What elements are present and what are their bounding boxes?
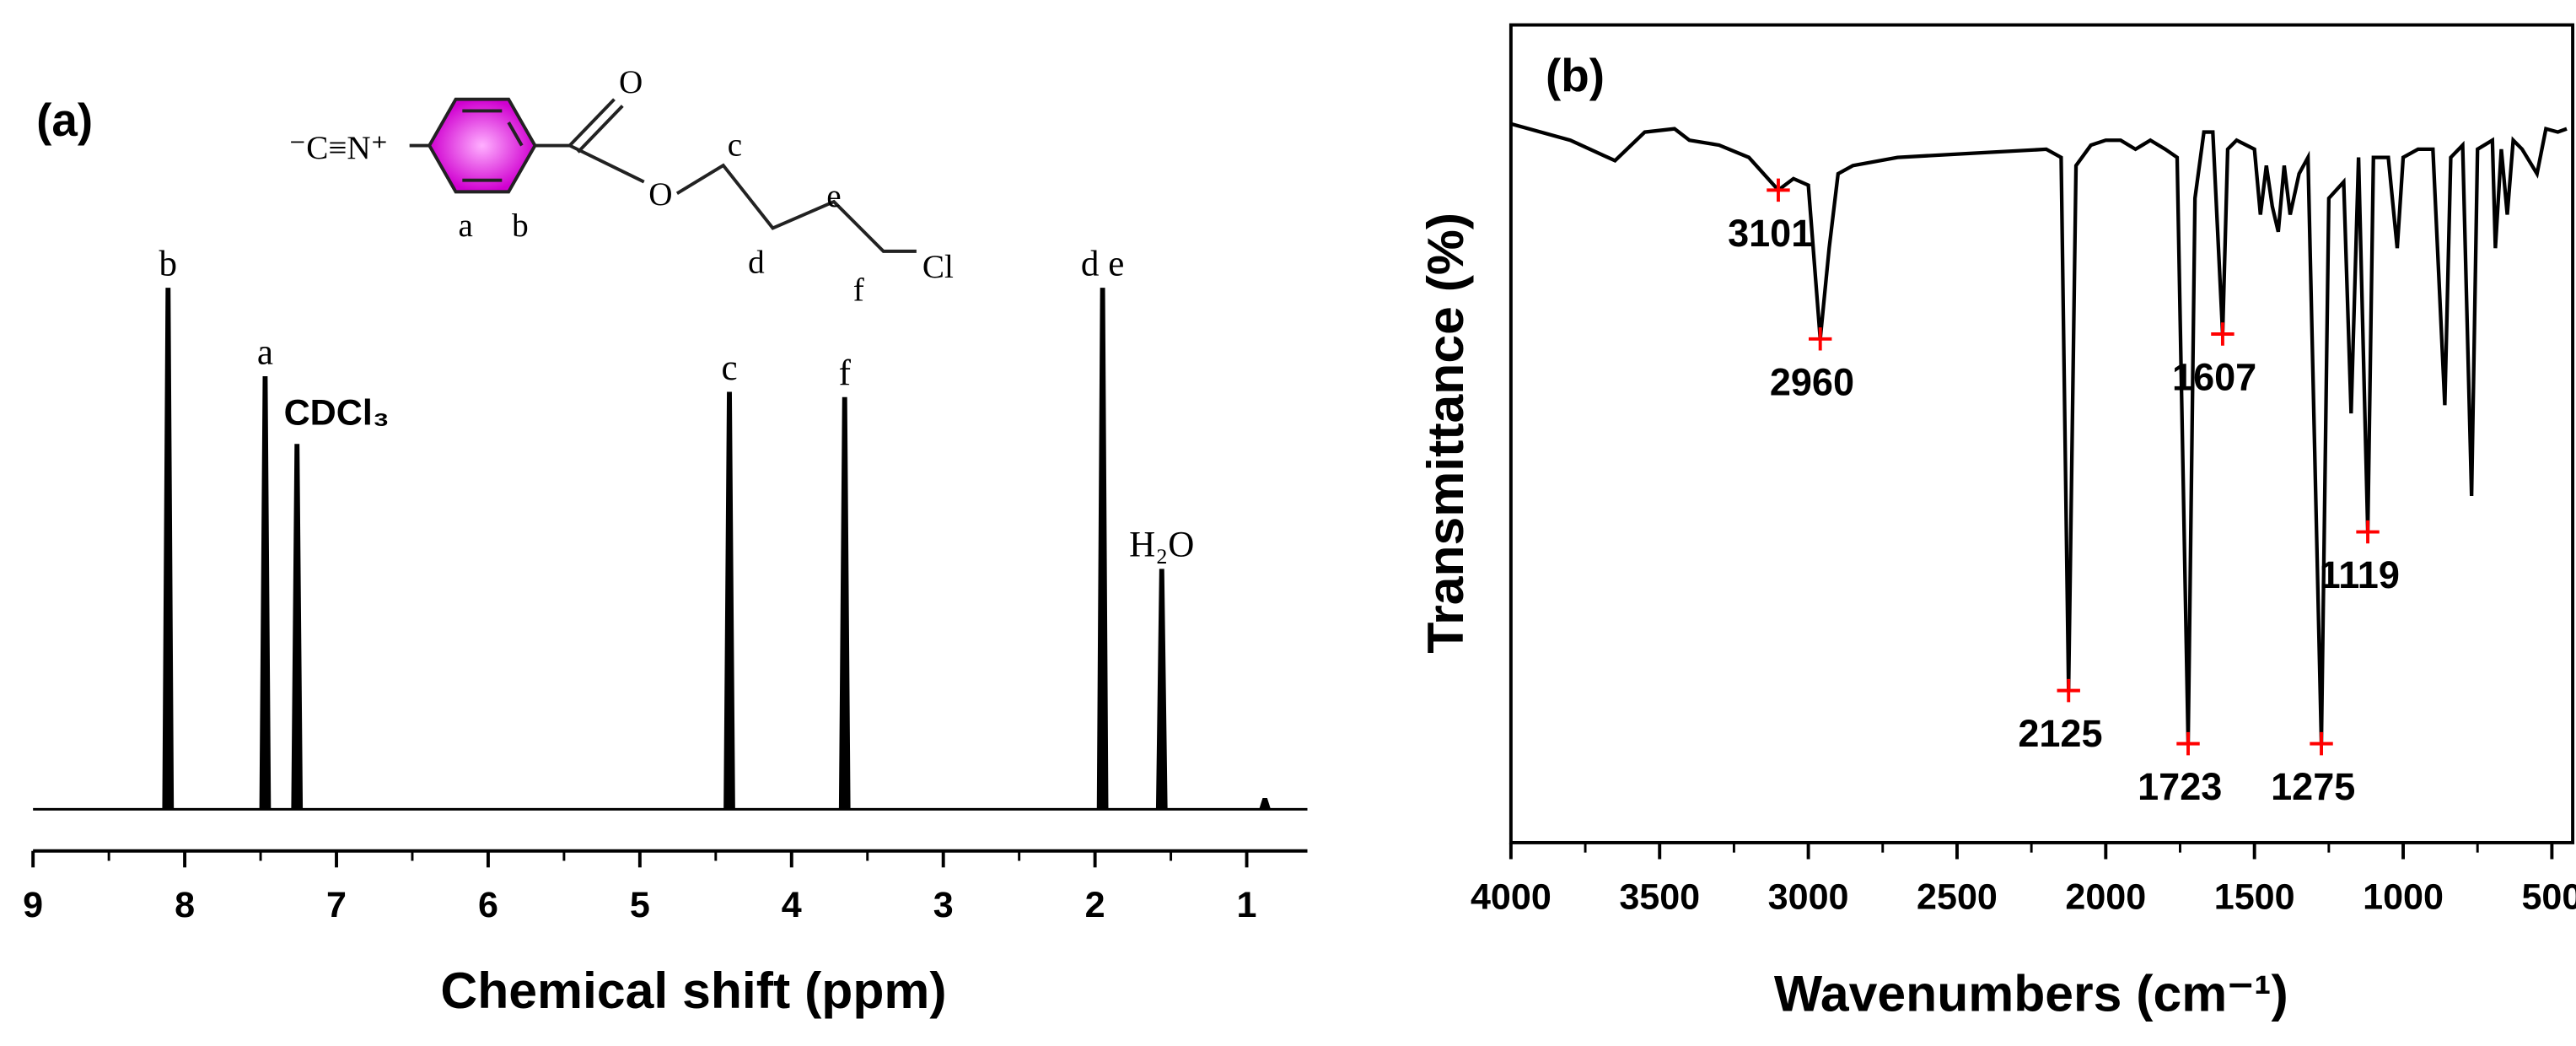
peak-marker [2176, 731, 2200, 756]
peak-label: f [839, 353, 852, 393]
peak [838, 396, 851, 810]
bond [577, 105, 624, 154]
peak-label: c [721, 348, 737, 388]
peak-label: 1723 [2138, 765, 2222, 808]
peak-label: 1275 [2271, 765, 2355, 808]
structure-label: d [748, 244, 765, 280]
x-tick-label: 1000 [2363, 876, 2444, 917]
x-tick-label: 9 [23, 885, 43, 925]
chain [675, 163, 917, 253]
peak-label: a [257, 332, 273, 372]
peak-marker [1767, 178, 1790, 202]
y-axis-title: Transmittance (%) [1417, 213, 1474, 654]
structure-label: ⁻C≡N⁺ [289, 130, 389, 166]
x-axis-title: Chemical shift (ppm) [440, 962, 946, 1019]
structure-label: c [728, 127, 742, 163]
structure-label: O [648, 176, 672, 213]
structure-label: a [459, 208, 473, 244]
x-tick-label: 7 [326, 885, 347, 925]
peak-label: b [159, 244, 178, 283]
panel-label: (b) [1546, 49, 1605, 101]
peak-label: 2125 [2018, 712, 2102, 755]
peak [1096, 288, 1109, 810]
peak-label: d e [1081, 244, 1124, 283]
x-tick-label: 1 [1237, 885, 1257, 925]
peak-label: H₂O [1129, 526, 1194, 565]
structure-label: e [826, 178, 841, 214]
peak-label: 2960 [1770, 360, 1854, 403]
peak-marker [2057, 678, 2080, 703]
x-tick-label: 5 [630, 885, 650, 925]
x-tick-label: 4 [782, 885, 802, 925]
x-tick-label: 2000 [2065, 876, 2146, 917]
x-tick-label: 3 [933, 885, 954, 925]
structure-label: f [853, 272, 865, 309]
peak-label: 3101 [1728, 212, 1812, 255]
x-tick-label: 3000 [1768, 876, 1849, 917]
peak [1259, 798, 1271, 810]
bond [568, 98, 616, 147]
structure [409, 97, 917, 253]
peak-label: 1607 [2172, 356, 2256, 399]
panel-label: (a) [36, 94, 93, 146]
structure-label: O [619, 64, 643, 100]
peak-label: CDCl₃ [284, 393, 390, 434]
peak [1155, 569, 1168, 810]
x-axis-title: Wavenumbers (cm⁻¹) [1774, 965, 2288, 1022]
peak [291, 444, 304, 810]
structure-label: b [512, 208, 529, 244]
x-tick-label: 500 [2521, 876, 2576, 917]
x-tick-label: 6 [478, 885, 498, 925]
x-tick-label: 2500 [1917, 876, 1998, 917]
plot-frame [1508, 23, 2575, 844]
peak-marker [2211, 322, 2235, 346]
x-tick-label: 2 [1085, 885, 1105, 925]
x-tick-label: 1500 [2214, 876, 2295, 917]
peak [162, 288, 175, 810]
peak-marker [2310, 731, 2333, 756]
bond [507, 121, 524, 147]
peak [723, 391, 735, 810]
x-tick-label: 4000 [1471, 876, 1552, 917]
spectrum-line [1510, 121, 2568, 744]
peak [259, 376, 272, 810]
peak-label: 1119 [2320, 553, 2400, 596]
structure-label: Cl [922, 249, 954, 285]
x-tick-label: 3500 [1619, 876, 1700, 917]
peak-marker [2356, 520, 2380, 544]
peak-marker [1809, 327, 1832, 351]
x-tick-label: 8 [175, 885, 195, 925]
bond [568, 143, 645, 184]
